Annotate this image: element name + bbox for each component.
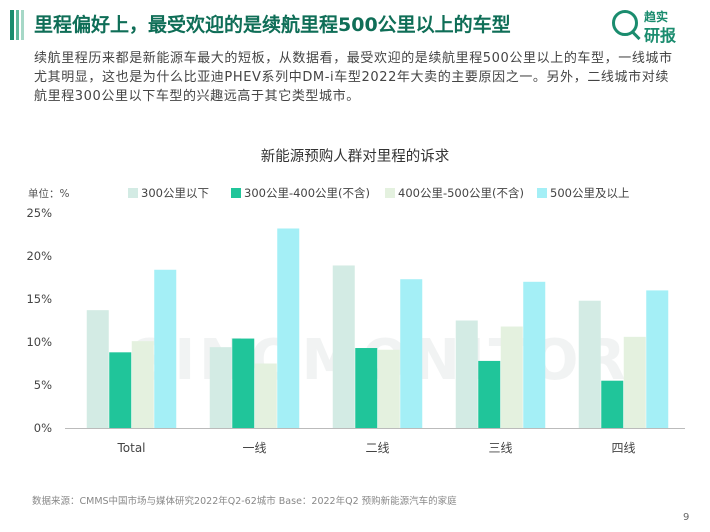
bar — [277, 228, 300, 428]
page-title: 里程偏好上，最受欢迎的是续航里程500公里以上的车型 — [34, 14, 511, 36]
bar — [455, 320, 478, 428]
bar — [523, 281, 546, 428]
bar — [209, 347, 232, 428]
logo-text-bottom: 研报 — [644, 26, 677, 45]
y-tick-label: 5% — [34, 378, 52, 392]
x-tick-label: Total — [116, 441, 145, 455]
chart-title: 新能源预购人群对里程的诉求 — [260, 149, 450, 165]
brand-logo: 趋实 研报 — [612, 6, 698, 46]
bar — [355, 348, 378, 428]
magnifier-icon — [612, 10, 638, 36]
bar — [400, 279, 423, 428]
legend-swatch — [128, 188, 138, 198]
unit-label: 单位：% — [28, 188, 70, 200]
y-tick-label: 15% — [26, 292, 52, 306]
page-number: 9 — [683, 512, 690, 523]
bar — [478, 360, 501, 428]
x-tick-label: 三线 — [488, 441, 512, 455]
bar — [332, 265, 355, 428]
y-tick-label: 25% — [26, 206, 52, 220]
legend-swatch — [231, 188, 241, 198]
bar — [86, 310, 109, 428]
bar — [109, 352, 132, 428]
bar — [377, 349, 400, 428]
y-tick-label: 0% — [34, 421, 52, 435]
x-tick-label: 二线 — [365, 441, 389, 455]
bar — [623, 336, 646, 428]
bar — [601, 380, 624, 428]
x-tick-label: 一线 — [242, 441, 266, 455]
legend-swatch — [537, 188, 547, 198]
bar — [254, 363, 277, 428]
y-tick-label: 20% — [26, 249, 52, 263]
bar — [646, 290, 669, 428]
body-paragraph: 续航里程历来都是新能源车最大的短板，从数据看，最受欢迎的是续航里程500公里以上… — [34, 51, 673, 104]
bar — [131, 341, 154, 428]
legend-label: 300公里-400公里(不含) — [244, 186, 371, 200]
source-footnote: 数据来源：CMMS中国市场与媒体研究2022年Q2-62城市 Base：2022… — [32, 496, 457, 507]
bar — [232, 338, 255, 428]
bar — [578, 300, 601, 428]
legend-label: 500公里及以上 — [550, 186, 630, 200]
logo-text-top: 趋实 — [644, 10, 669, 24]
x-tick-label: 四线 — [611, 441, 635, 455]
legend-label: 300公里以下 — [141, 186, 209, 200]
y-tick-label: 10% — [26, 335, 52, 349]
legend-swatch — [385, 188, 395, 198]
bar — [500, 326, 523, 428]
header-accent-bars — [10, 10, 24, 40]
bar — [154, 269, 177, 428]
legend-label: 400公里-500公里(不含) — [398, 186, 525, 200]
